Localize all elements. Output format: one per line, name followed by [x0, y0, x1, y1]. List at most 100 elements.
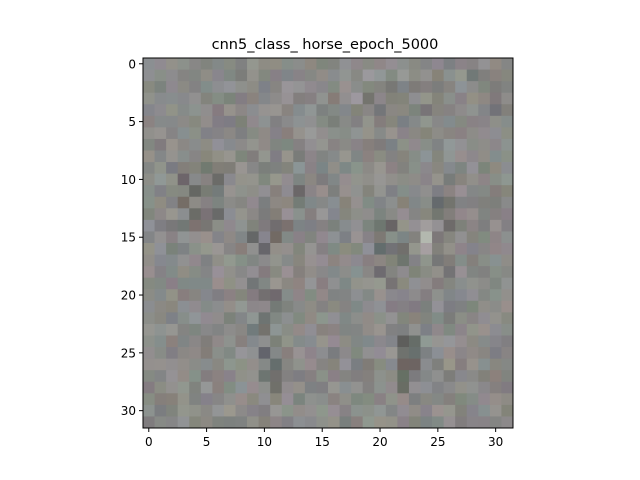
- pixel-cell: [385, 277, 398, 290]
- pixel-cell: [443, 208, 456, 221]
- pixel-cell: [397, 335, 410, 348]
- pixel-cell: [304, 150, 317, 163]
- pixel-cell: [362, 231, 375, 244]
- pixel-cell: [501, 358, 514, 371]
- pixel-cell: [258, 358, 271, 371]
- pixel-cell: [189, 312, 202, 325]
- pixel-cell: [247, 358, 260, 371]
- pixel-cell: [432, 289, 445, 302]
- pixel-cell: [362, 58, 375, 70]
- pixel-cell: [501, 58, 514, 70]
- pixel-cell: [293, 277, 306, 290]
- pixel-cell: [143, 300, 155, 313]
- pixel-cell: [408, 104, 421, 117]
- pixel-cell: [177, 266, 190, 279]
- pixel-cell: [258, 92, 271, 105]
- pixel-cell: [339, 323, 352, 336]
- pixel-cell: [316, 358, 329, 371]
- pixel-cell: [328, 231, 340, 244]
- pixel-cell: [478, 335, 491, 348]
- pixel-cell: [189, 162, 202, 175]
- pixel-cell: [293, 300, 306, 313]
- pixel-cell: [432, 162, 445, 175]
- pixel-cell: [397, 196, 410, 209]
- pixel-cell: [166, 358, 179, 371]
- pixel-cell: [166, 416, 179, 429]
- pixel-cell: [189, 277, 202, 290]
- pixel-cell: [293, 92, 306, 105]
- pixel-cell: [362, 277, 375, 290]
- pixel-cell: [177, 81, 190, 94]
- pixel-cell: [385, 208, 398, 221]
- pixel-cell: [293, 254, 306, 267]
- pixel-cell: [247, 404, 260, 417]
- pixel-cell: [351, 358, 364, 371]
- pixel-cell: [223, 300, 236, 313]
- pixel-cell: [489, 81, 502, 94]
- pixel-cell: [235, 162, 248, 175]
- pixel-cell: [362, 347, 375, 360]
- pixel-cell: [293, 162, 306, 175]
- pixel-cell: [385, 138, 398, 151]
- pixel-cell: [489, 404, 502, 417]
- pixel-cell: [339, 358, 352, 371]
- pixel-cell: [200, 381, 213, 394]
- pixel-cell: [397, 393, 410, 406]
- pixel-cell: [235, 127, 248, 140]
- pixel-cell: [455, 208, 468, 221]
- pixel-cell: [408, 196, 421, 209]
- pixel-cell: [166, 150, 179, 163]
- pixel-cell: [304, 266, 317, 279]
- pixel-cell: [143, 335, 155, 348]
- pixel-cell: [397, 138, 410, 151]
- pixel-cell: [443, 416, 456, 429]
- pixel-cell: [408, 162, 421, 175]
- pixel-cell: [316, 312, 329, 325]
- pixel-cell: [466, 138, 479, 151]
- plot-frame: [142, 57, 514, 429]
- pixel-cell: [223, 208, 236, 221]
- pixel-cell: [223, 335, 236, 348]
- pixel-cell: [408, 254, 421, 267]
- pixel-cell: [166, 104, 179, 117]
- pixel-cell: [397, 231, 410, 244]
- pixel-cell: [443, 219, 456, 232]
- pixel-cell: [270, 150, 283, 163]
- pixel-cell: [443, 370, 456, 383]
- pixel-cell: [397, 92, 410, 105]
- pixel-cell: [166, 162, 179, 175]
- pixel-cell: [385, 196, 398, 209]
- pixel-cell: [328, 104, 340, 117]
- pixel-cell: [223, 393, 236, 406]
- pixel-cell: [200, 115, 213, 128]
- pixel-cell: [374, 243, 387, 255]
- pixel-cell: [270, 219, 283, 232]
- pixel-cell: [328, 323, 340, 336]
- pixel-cell: [362, 219, 375, 232]
- pixel-cell: [466, 404, 479, 417]
- pixel-cell: [408, 335, 421, 348]
- pixel-cell: [258, 81, 271, 94]
- pixel-cell: [281, 115, 294, 128]
- pixel-cell: [154, 69, 167, 82]
- pixel-cell: [281, 404, 294, 417]
- pixel-cell: [351, 219, 364, 232]
- pixel-cell: [501, 381, 514, 394]
- pixel-cell: [316, 277, 329, 290]
- pixel-cell: [397, 381, 410, 394]
- pixel-cell: [455, 312, 468, 325]
- pixel-cell: [223, 92, 236, 105]
- pixel-cell: [293, 138, 306, 151]
- pixel-cell: [432, 277, 445, 290]
- pixel-cell: [154, 162, 167, 175]
- pixel-cell: [339, 277, 352, 290]
- pixel-cell: [304, 381, 317, 394]
- pixel-cell: [501, 393, 514, 406]
- pixel-cell: [362, 254, 375, 267]
- pixel-cell: [408, 150, 421, 163]
- pixel-cell: [212, 347, 225, 360]
- pixel-cell: [154, 196, 167, 209]
- pixel-cell: [466, 185, 479, 198]
- pixel-cell: [189, 254, 202, 267]
- pixel-cell: [270, 358, 283, 371]
